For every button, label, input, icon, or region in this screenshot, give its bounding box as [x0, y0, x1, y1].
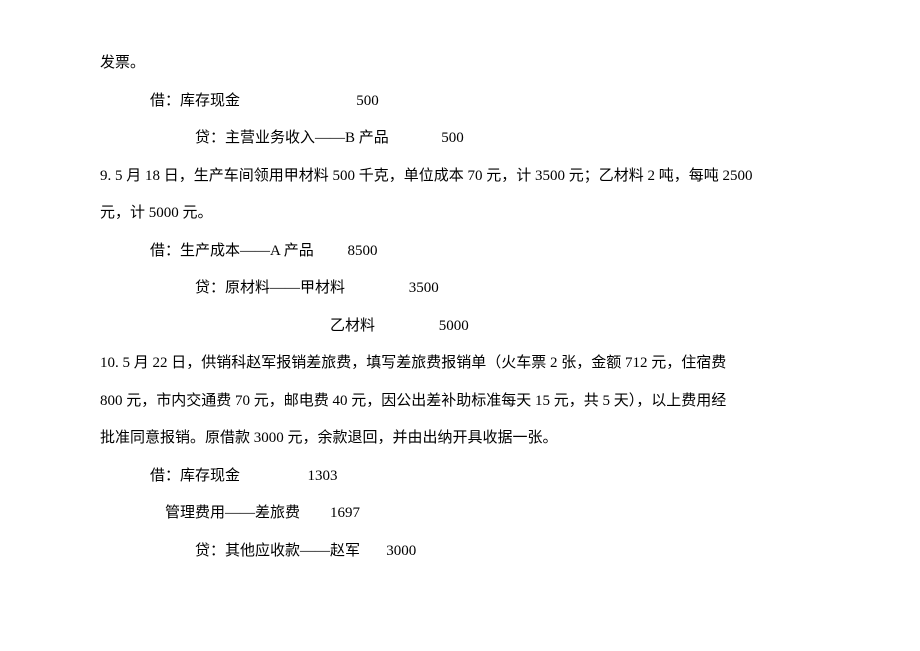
journal-credit: 贷：其他应收款——赵军 3000	[100, 533, 820, 571]
entry-amount: 3000	[386, 543, 416, 559]
entry-amount: 1697	[330, 505, 360, 521]
text-line: 9. 5 月 18 日，生产车间领用甲材料 500 千克，单位成本 70 元，计…	[100, 158, 820, 196]
entry-label: 借：生产成本——A 产品	[150, 243, 314, 259]
entry-label: 贷：其他应收款——赵军	[195, 543, 360, 559]
text-line: 批准同意报销。原借款 3000 元，余款退回，并由出纳开具收据一张。	[100, 420, 820, 458]
entry-amount: 3500	[409, 280, 439, 296]
text-line: 元，计 5000 元。	[100, 195, 820, 233]
text-line: 800 元，市内交通费 70 元，邮电费 40 元，因公出差补助标准每天 15 …	[100, 383, 820, 421]
journal-debit: 借：生产成本——A 产品 8500	[100, 233, 820, 271]
text-line: 10. 5 月 22 日，供销科赵军报销差旅费，填写差旅费报销单（火车票 2 张…	[100, 345, 820, 383]
entry-amount: 5000	[439, 318, 469, 334]
entry-label: 贷：主营业务收入——B 产品	[195, 130, 389, 146]
journal-debit: 管理费用——差旅费 1697	[100, 495, 820, 533]
entry-label: 乙材料	[330, 318, 375, 334]
journal-credit: 乙材料 5000	[100, 308, 820, 346]
entry-amount: 500	[441, 130, 464, 146]
entry-amount: 1303	[308, 468, 338, 484]
entry-label: 借：库存现金	[150, 468, 240, 484]
journal-credit: 贷：主营业务收入——B 产品 500	[100, 120, 820, 158]
entry-label: 借：库存现金	[150, 93, 240, 109]
entry-label: 管理费用——差旅费	[165, 505, 300, 521]
journal-debit: 借：库存现金 500	[100, 83, 820, 121]
entry-amount: 500	[356, 93, 379, 109]
entry-amount: 8500	[348, 243, 378, 259]
entry-label: 贷：原材料——甲材料	[195, 280, 345, 296]
text-line: 发票。	[100, 45, 820, 83]
document-page: 发票。 借：库存现金 500 贷：主营业务收入——B 产品 500 9. 5 月…	[0, 0, 920, 610]
journal-debit: 借：库存现金 1303	[100, 458, 820, 496]
journal-credit: 贷：原材料——甲材料 3500	[100, 270, 820, 308]
